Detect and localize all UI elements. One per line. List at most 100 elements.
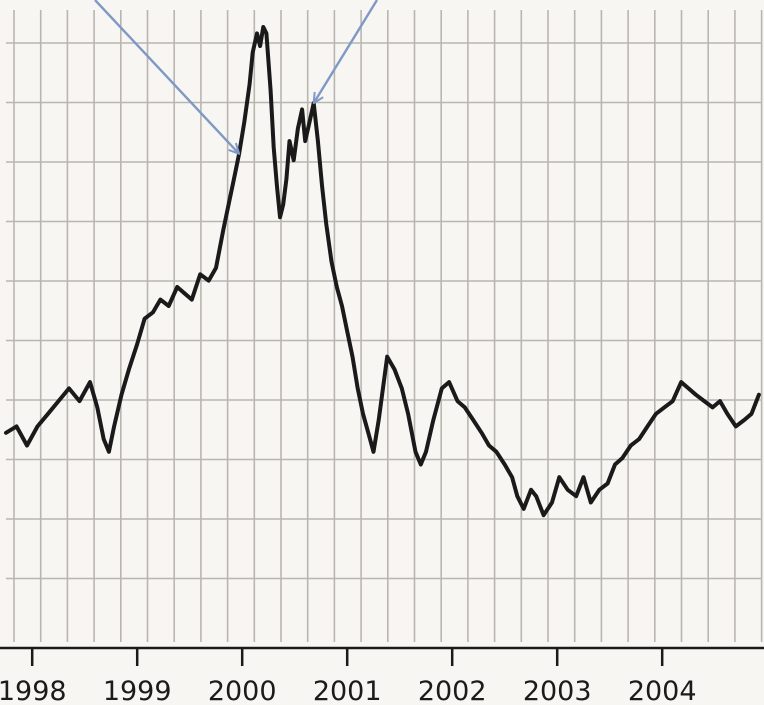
data-point (620, 456, 624, 460)
data-point (214, 266, 218, 270)
data-point (702, 399, 706, 403)
data-point (419, 462, 423, 467)
data-point (361, 412, 365, 416)
x-tick-label: 2004 (628, 676, 697, 705)
data-point (248, 82, 252, 86)
data-point (406, 412, 410, 416)
data-point (303, 139, 307, 143)
data-point (480, 431, 484, 435)
data-point (654, 412, 658, 416)
x-tick-label: 2003 (523, 676, 592, 705)
data-point (296, 126, 300, 131)
data-point (679, 380, 683, 384)
data-point (718, 399, 722, 403)
data-point (258, 44, 262, 48)
x-tick-label: 2000 (208, 676, 277, 705)
x-tick-label: 1998 (0, 676, 67, 705)
data-point (392, 367, 397, 371)
data-point (366, 431, 370, 435)
data-point (487, 443, 491, 448)
data-point (400, 386, 404, 390)
data-point (637, 437, 641, 441)
data-point (112, 424, 116, 428)
data-point (119, 393, 124, 397)
data-point (350, 355, 355, 359)
data-point (182, 291, 187, 295)
data-point (56, 399, 61, 403)
annotation-arrow (314, 0, 379, 103)
series-line (4, 25, 761, 518)
annotation-layer (94, 0, 379, 154)
data-point (324, 222, 328, 226)
data-point (175, 285, 179, 289)
data-point (529, 488, 533, 492)
data-point (757, 393, 761, 397)
data-point (190, 298, 194, 302)
data-point (307, 120, 312, 124)
data-point (272, 145, 276, 150)
data-point (25, 443, 29, 448)
x-tick-label: 1999 (103, 676, 172, 705)
data-point (371, 450, 376, 454)
data-point (67, 386, 71, 390)
data-point (463, 405, 467, 409)
data-point (207, 279, 211, 283)
data-point (292, 158, 296, 162)
data-point (167, 304, 171, 308)
data-point (671, 399, 675, 403)
data-point (227, 202, 231, 207)
data-point (14, 424, 19, 428)
data-point (35, 424, 40, 428)
data-point (522, 507, 526, 511)
data-point (510, 475, 514, 479)
data-point (662, 405, 666, 409)
data-point (711, 405, 715, 409)
data-point (356, 386, 360, 390)
data-point (77, 399, 82, 403)
data-point (431, 418, 435, 422)
data-point (749, 412, 754, 416)
data-point (447, 380, 451, 384)
data-point (284, 177, 288, 181)
data-point (335, 285, 339, 289)
data-point (316, 139, 320, 143)
data-point (232, 177, 236, 181)
x-tick-label: 2001 (313, 676, 382, 705)
data-point (515, 494, 519, 498)
data-point (503, 462, 507, 467)
data-point (742, 418, 746, 422)
data-point (606, 481, 610, 486)
data-point (4, 431, 8, 435)
data-point (734, 424, 738, 428)
data-point (102, 437, 106, 441)
data-point (686, 386, 691, 390)
series-layer (4, 25, 761, 518)
data-point (694, 393, 698, 397)
x-tick-label: 2002 (418, 676, 487, 705)
data-point (251, 50, 255, 55)
data-point (135, 342, 139, 346)
data-point (107, 450, 111, 454)
data-point (566, 488, 570, 492)
data-point (275, 183, 279, 188)
data-point (127, 367, 131, 371)
data-point (589, 500, 593, 505)
data-point (151, 310, 155, 314)
data-point (581, 475, 586, 479)
data-point (287, 139, 292, 143)
data-point (494, 450, 498, 454)
data-point (221, 228, 225, 232)
data-point (46, 412, 50, 416)
data-point (261, 25, 265, 29)
annotation-arrow (94, 0, 239, 154)
x-axis: 1998 1999 2000 2001 2002 2003 2004 (0, 646, 764, 705)
data-point (385, 355, 389, 359)
data-point (158, 298, 162, 302)
data-point (95, 405, 99, 409)
data-point (377, 418, 381, 422)
data-point (597, 488, 601, 492)
chart-grid (6, 10, 763, 642)
data-point (255, 31, 259, 35)
data-point (269, 88, 273, 92)
data-point (88, 380, 92, 384)
